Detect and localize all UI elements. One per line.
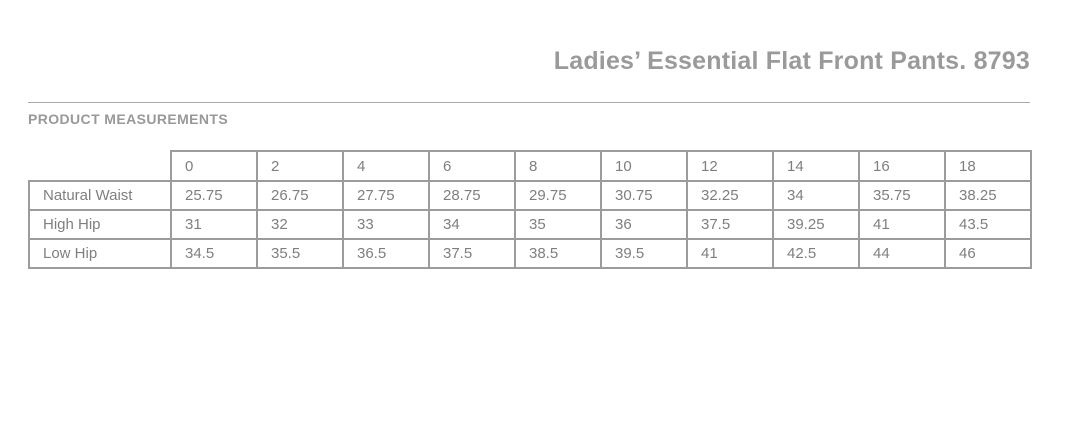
measurement-cell: 36.5 [342,238,430,269]
size-header-cell: 6 [428,150,516,182]
table-row-high-hip: High Hip 31 32 33 34 35 36 37.5 39.25 41… [28,209,1032,240]
measurement-cell: 32.25 [686,180,774,211]
measurement-cell: 27.75 [342,180,430,211]
row-label: High Hip [28,209,172,240]
measurement-cell: 41 [686,238,774,269]
size-chart-page: Ladies’ Essential Flat Front Pants. 8793… [28,0,1032,269]
measurement-cell: 32 [256,209,344,240]
size-header-cell: 10 [600,150,688,182]
measurement-cell: 42.5 [772,238,860,269]
measurement-cell: 41 [858,209,946,240]
measurement-cell: 26.75 [256,180,344,211]
size-header-cell: 12 [686,150,774,182]
measurement-cell: 39.5 [600,238,688,269]
section-heading: PRODUCT MEASUREMENTS [28,111,229,127]
size-header-cell: 2 [256,150,344,182]
measurement-cell: 46 [944,238,1032,269]
measurement-cell: 33 [342,209,430,240]
size-header-cell: 18 [944,150,1032,182]
measurement-cell: 28.75 [428,180,516,211]
measurements-table: 0 2 4 6 8 10 12 14 16 18 Natural Waist 2… [28,150,1032,269]
measurement-cell: 29.75 [514,180,602,211]
measurement-cell: 31 [170,209,258,240]
measurement-cell: 44 [858,238,946,269]
size-header-cell: 4 [342,150,430,182]
size-header-cell: 14 [772,150,860,182]
page-title: Ladies’ Essential Flat Front Pants. 8793 [553,47,1030,75]
table-row-low-hip: Low Hip 34.5 35.5 36.5 37.5 38.5 39.5 41… [28,238,1032,269]
measurement-cell: 37.5 [428,238,516,269]
measurement-cell: 38.25 [944,180,1032,211]
corner-cell [29,151,171,181]
measurement-cell: 35.75 [858,180,946,211]
measurement-cell: 25.75 [170,180,258,211]
measurement-cell: 36 [600,209,688,240]
measurement-cell: 38.5 [514,238,602,269]
measurement-cell: 34.5 [170,238,258,269]
header-divider [28,102,1030,103]
size-header-row: 0 2 4 6 8 10 12 14 16 18 [29,150,1032,182]
row-label: Low Hip [28,238,172,269]
measurement-cell: 35.5 [256,238,344,269]
measurement-cell: 37.5 [686,209,774,240]
size-header-cell: 0 [170,150,258,182]
measurement-cell: 43.5 [944,209,1032,240]
size-header-cell: 8 [514,150,602,182]
measurement-cell: 35 [514,209,602,240]
table-row-natural-waist: Natural Waist 25.75 26.75 27.75 28.75 29… [28,180,1032,211]
size-header-cell: 16 [858,150,946,182]
measurement-cell: 34 [772,180,860,211]
measurement-cell: 39.25 [772,209,860,240]
measurement-cell: 30.75 [600,180,688,211]
row-label: Natural Waist [28,180,172,211]
measurement-cell: 34 [428,209,516,240]
